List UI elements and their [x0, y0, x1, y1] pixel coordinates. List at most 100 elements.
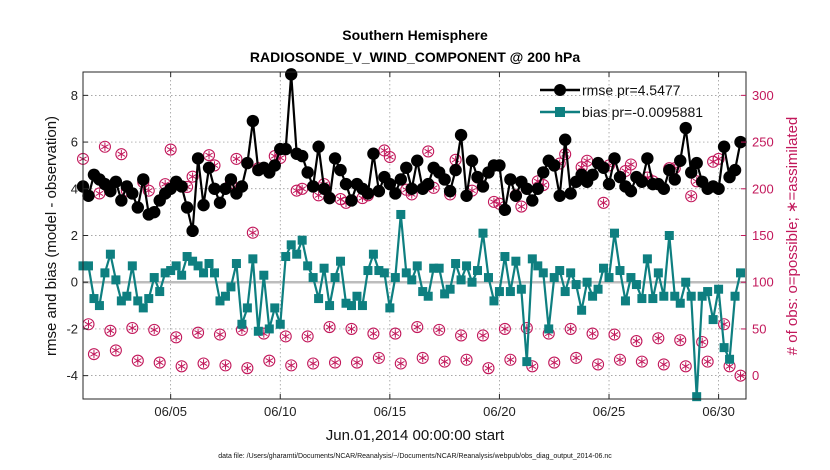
obs-possible-marker [230, 152, 243, 165]
obs-assimilated-marker [155, 358, 164, 367]
bias-point [527, 254, 537, 264]
obs-assimilated-marker [654, 334, 663, 343]
bias-point [434, 263, 444, 273]
bias-point [599, 263, 609, 273]
rmse-point [465, 154, 479, 167]
bias-point [566, 268, 576, 278]
rmse-point [109, 175, 123, 188]
bias-point [456, 275, 466, 285]
rmse-point [301, 166, 314, 179]
y-tick-label-left: -2 [66, 321, 78, 336]
x-tick-label: 06/10 [264, 404, 297, 419]
obs-assimilated-marker [248, 228, 257, 237]
bias-point [478, 228, 488, 238]
obs-assimilated-marker [610, 330, 619, 339]
y-tick-label-right: 300 [752, 88, 774, 103]
axis-ticks: 06/05 06/10 06/15 06/20 06/25 06/30 -4 -2 0 2 4 6 8 0… [66, 72, 774, 419]
obs-assimilated-marker [659, 360, 668, 369]
bias-point [407, 275, 417, 285]
rmse-point [449, 163, 462, 177]
obs-assimilated-marker [594, 360, 602, 369]
rmse-series [76, 68, 747, 238]
y-tick-label-left: -4 [66, 368, 78, 383]
obs-assimilated-marker [287, 361, 296, 370]
obs-possible-marker [115, 148, 128, 161]
rmse-point [728, 163, 742, 177]
obs-possible-marker [263, 354, 276, 367]
obs-assimilated-marker [177, 362, 186, 371]
bias-point [231, 259, 241, 269]
obs-possible-marker [186, 170, 199, 183]
bias-point [390, 273, 400, 283]
obs-assimilated-marker [687, 192, 696, 201]
obs-possible-marker [597, 196, 610, 209]
obs-assimilated-marker [106, 326, 115, 335]
rmse-point [564, 187, 577, 200]
bias-point [248, 254, 258, 264]
rmse-point [421, 177, 435, 191]
obs-assimilated-marker [298, 184, 307, 193]
bias-point [308, 273, 318, 283]
rmse-point [197, 198, 210, 212]
obs-possible-marker [438, 355, 451, 368]
obs-possible-marker [422, 145, 435, 158]
bias-point [571, 280, 581, 290]
obs-possible-marker [345, 322, 358, 335]
y-tick-label-right: 50 [752, 321, 766, 336]
obs-possible-marker [455, 329, 468, 342]
obs-possible-marker [175, 360, 188, 373]
bias-point [615, 266, 625, 276]
rmse-point [191, 152, 205, 165]
obs-assimilated-marker [353, 358, 361, 367]
rmse-point [334, 163, 347, 177]
rmse-point [367, 147, 380, 160]
obs-possible-marker [586, 327, 599, 340]
obs-possible-marker [515, 200, 528, 213]
obs-possible-marker [246, 226, 259, 239]
rmse-point [224, 173, 238, 186]
obs-possible-marker [131, 354, 144, 367]
obs-possible-marker [685, 190, 698, 203]
rmse-point [411, 154, 424, 167]
obs-assimilated-marker [506, 355, 515, 364]
plot-area: 06/05 06/10 06/15 06/20 06/25 06/30 -4 -2 0 2 4 6 8 0… [66, 68, 774, 419]
bias-point [182, 252, 192, 262]
obs-assimilated-marker [703, 357, 712, 366]
x-tick-label: 06/25 [593, 404, 626, 419]
bias-point [138, 303, 148, 313]
obs-assimilated-marker [95, 189, 104, 198]
bias-point [215, 296, 225, 306]
obs-possible-marker [142, 184, 155, 197]
x-tick-label: 06/20 [483, 404, 516, 419]
obs-possible-marker [696, 335, 709, 349]
bias-point [166, 266, 176, 276]
bias-point [593, 284, 603, 294]
bias-point [188, 256, 198, 266]
rmse-point [328, 152, 342, 165]
rmse-point [208, 182, 221, 195]
rmse-point [668, 173, 681, 186]
obs-possible-marker [328, 356, 342, 369]
obs-possible-marker [383, 150, 396, 164]
rmse-point [531, 182, 544, 195]
bias-point [144, 294, 154, 304]
y-tick-label-left: 4 [71, 181, 78, 196]
obs-assimilated-marker [303, 332, 312, 341]
bias-point [736, 268, 746, 278]
obs-possible-marker [164, 143, 177, 156]
rmse-point [180, 201, 194, 214]
rmse-point [279, 142, 292, 156]
rmse-point [372, 184, 386, 198]
legend-rmse-marker [554, 84, 566, 96]
obs-possible-marker [279, 330, 292, 343]
bias-point [314, 294, 324, 304]
rmse-point [597, 161, 610, 174]
obs-possible-marker [657, 358, 670, 371]
bias-point [127, 261, 137, 271]
obs-possible-marker [498, 322, 511, 335]
obs-assimilated-marker [309, 359, 318, 368]
bias-point [412, 261, 422, 271]
y-tick-label-right: 150 [752, 228, 774, 243]
obs-assimilated-marker [583, 156, 591, 165]
